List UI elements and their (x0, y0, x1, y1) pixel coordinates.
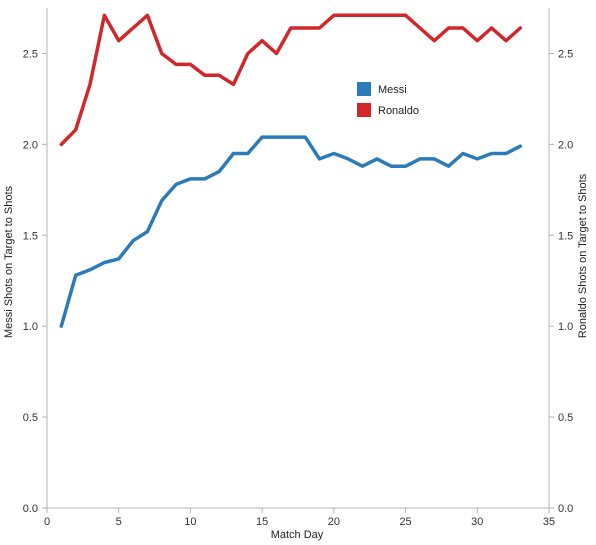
y-tick-group-left: 0.0 0.5 1.0 1.5 2.0 2.5 (23, 48, 47, 515)
y-tick-label-left: 0.0 (23, 503, 38, 515)
y-tick-label-right: 1.5 (558, 230, 573, 242)
x-tick-label: 10 (184, 516, 196, 528)
y-tick-label-left: 1.0 (23, 321, 38, 333)
series-lines (59, 13, 523, 328)
x-tick-label: 5 (116, 516, 122, 528)
legend-swatch-messi (357, 82, 371, 96)
y-tick-label-left: 0.5 (23, 412, 38, 424)
y-tick-label-right: 2.0 (558, 139, 573, 151)
x-tick-label: 25 (399, 516, 411, 528)
x-tick-label: 20 (328, 516, 340, 528)
legend-swatch-ronaldo (357, 103, 371, 117)
x-tick-label: 0 (44, 516, 50, 528)
legend-label-messi: Messi (378, 84, 407, 96)
x-tick-group: 0 5 10 15 20 25 30 35 (44, 508, 555, 528)
y-tick-label-left: 1.5 (23, 230, 38, 242)
series-line-messi (59, 135, 523, 328)
x-tick-label: 35 (543, 516, 555, 528)
y-tick-label-left: 2.5 (23, 48, 38, 60)
y-tick-label-right: 0.5 (558, 412, 573, 424)
legend: Messi Ronaldo (357, 82, 419, 117)
y-axis-title-left: Messi Shots on Target to Shots (3, 185, 15, 338)
series-line-ronaldo (59, 13, 523, 147)
x-tick-label: 15 (256, 516, 268, 528)
y-tick-label-right: 0.0 (558, 503, 573, 515)
y-tick-label-right: 1.0 (558, 321, 573, 333)
y-axis-title-right: Ronaldo Shots on Target to Shots (577, 173, 589, 338)
y-tick-label-left: 2.0 (23, 139, 38, 151)
x-tick-label: 30 (471, 516, 483, 528)
y-tick-label-right: 2.5 (558, 48, 573, 60)
y-tick-group-right: 0.0 0.5 1.0 1.5 2.0 2.5 (549, 48, 573, 515)
legend-label-ronaldo: Ronaldo (378, 105, 419, 117)
x-axis-title: Match Day (271, 529, 324, 541)
